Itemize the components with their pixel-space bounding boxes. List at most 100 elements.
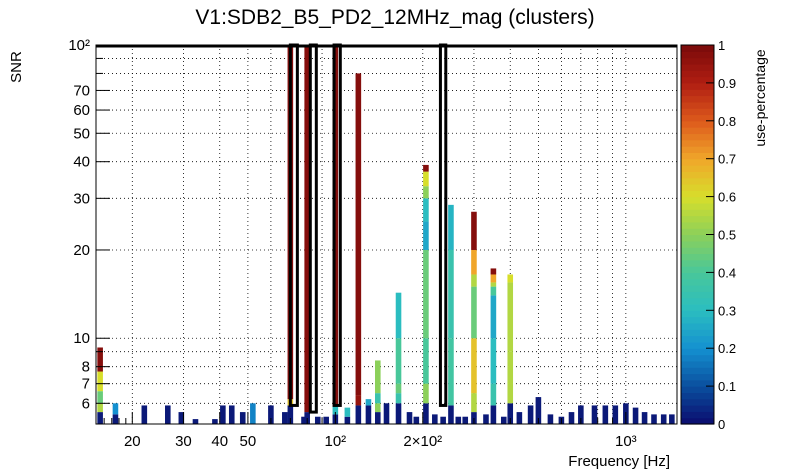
heatmap-cell	[490, 274, 497, 283]
colorbar-segment	[681, 120, 714, 128]
colorbar-segment	[681, 202, 714, 210]
heatmap-cell	[97, 347, 103, 372]
heatmap-cell	[423, 186, 429, 199]
heatmap-cell	[332, 405, 339, 415]
colorbar-segment	[681, 177, 714, 185]
colorbar-segment	[681, 253, 714, 261]
heatmap-cell	[516, 412, 523, 424]
heatmap-cell	[314, 416, 321, 424]
heatmap-cell	[375, 360, 381, 394]
heatmap-cell	[669, 414, 675, 424]
colorbar-tick-label: 0.5	[718, 228, 736, 243]
heatmap-cell	[490, 286, 497, 296]
colorbar-segment	[681, 335, 714, 343]
colorbar-segment	[681, 63, 714, 71]
colorbar-segment	[681, 367, 714, 375]
heatmap-cell	[220, 405, 226, 424]
heatmap-cell	[395, 338, 402, 384]
colorbar-tick-label: 0	[718, 417, 725, 432]
x-tick-label: 50	[240, 433, 257, 450]
heatmap-cell	[112, 403, 119, 415]
heatmap-cell	[97, 371, 103, 392]
colorbar-segment	[681, 272, 714, 280]
heatmap-cell	[448, 249, 454, 339]
heatmap-cell	[448, 338, 454, 406]
heatmap-cell	[323, 416, 329, 424]
heatmap-cell	[471, 393, 477, 413]
y-tick-label: 10²	[68, 37, 90, 54]
colorbar-tick-label: 0.3	[718, 303, 736, 318]
heatmap-cell	[97, 391, 103, 404]
colorbar-segment	[681, 133, 714, 141]
y-tick-label: 7	[82, 376, 90, 393]
x-tick-label: 30	[175, 433, 192, 450]
heatmap-cell	[355, 395, 362, 406]
heatmap-cell	[490, 268, 497, 275]
heatmap-cell	[383, 403, 390, 424]
colorbar-segment	[681, 158, 714, 166]
colorbar: 0 0.1 0.2 0.3 0.4 0.5 0.6 0.7 0.8 0.9 1	[680, 38, 736, 432]
heatmap-cell	[344, 416, 351, 424]
colorbar-segment	[681, 329, 714, 337]
heatmap-cell	[282, 412, 288, 424]
colorbar-tick-label: 0.8	[718, 114, 736, 129]
heatmap-cell	[423, 164, 429, 172]
x-tick-label: 20	[124, 433, 141, 450]
colorbar-segment	[681, 379, 714, 387]
colorbar-segment	[681, 209, 714, 217]
heatmap-cell	[462, 416, 469, 424]
colorbar-segment	[681, 240, 714, 248]
colorbar-segment	[681, 322, 714, 330]
heatmap-cell	[500, 416, 507, 424]
colorbar-segment	[681, 190, 714, 198]
heatmap-cell	[395, 292, 402, 339]
heatmap-cell	[471, 249, 477, 275]
colorbar-tick-label: 0.4	[718, 265, 736, 280]
heatmap-cell	[250, 403, 256, 424]
y-tick-label: 70	[73, 82, 90, 99]
heatmap-cell	[239, 412, 246, 424]
heatmap-cell	[483, 414, 489, 424]
heatmap-cell	[212, 419, 218, 424]
colorbar-segment	[681, 405, 714, 412]
heatmap-cell	[355, 405, 362, 424]
colorbar-segment	[681, 165, 714, 172]
colorbar-segment	[681, 411, 714, 419]
heatmap-cell	[375, 403, 381, 413]
colorbar-segment	[681, 360, 714, 368]
heatmap-cell	[375, 412, 381, 424]
heatmap-cell	[287, 405, 294, 424]
colorbar-segment	[681, 234, 714, 242]
colorbar-segment	[681, 196, 714, 204]
colorbar-segment	[681, 247, 714, 255]
x-axis-label: Frequency [Hz]	[568, 453, 670, 470]
colorbar-segment	[681, 139, 714, 147]
y-axis-label: SNR	[8, 51, 25, 83]
x-axis-ticks: 20 30 40 50 10² 2×10² 10³	[103, 412, 637, 450]
heatmap-cell	[471, 211, 477, 250]
heatmap-cell	[448, 204, 454, 250]
heatmap-cell	[455, 416, 462, 424]
heatmap-cell	[423, 403, 429, 424]
heatmap-cell	[527, 405, 534, 424]
heatmap-cell	[471, 338, 477, 394]
colorbar-segment	[681, 57, 714, 65]
colorbar-tick-label: 1	[718, 38, 725, 53]
heatmap-cell	[355, 73, 362, 396]
heatmap-cell	[448, 405, 454, 424]
colorbar-segment	[681, 51, 714, 59]
colorbar-segment	[681, 303, 714, 311]
heatmap-cell	[344, 407, 351, 417]
cluster-outline	[288, 43, 299, 407]
heatmap-cell	[395, 383, 402, 394]
colorbar-segment	[681, 228, 714, 236]
heatmap-cell	[178, 412, 185, 424]
colorbar-tick-label: 0.7	[718, 152, 736, 167]
heatmap-cell	[423, 171, 429, 187]
heatmap-cell	[365, 399, 372, 406]
colorbar-segment	[681, 266, 714, 273]
heatmap-cell	[591, 405, 598, 424]
heatmap-cell	[471, 286, 477, 339]
heatmap-cell	[423, 221, 429, 250]
